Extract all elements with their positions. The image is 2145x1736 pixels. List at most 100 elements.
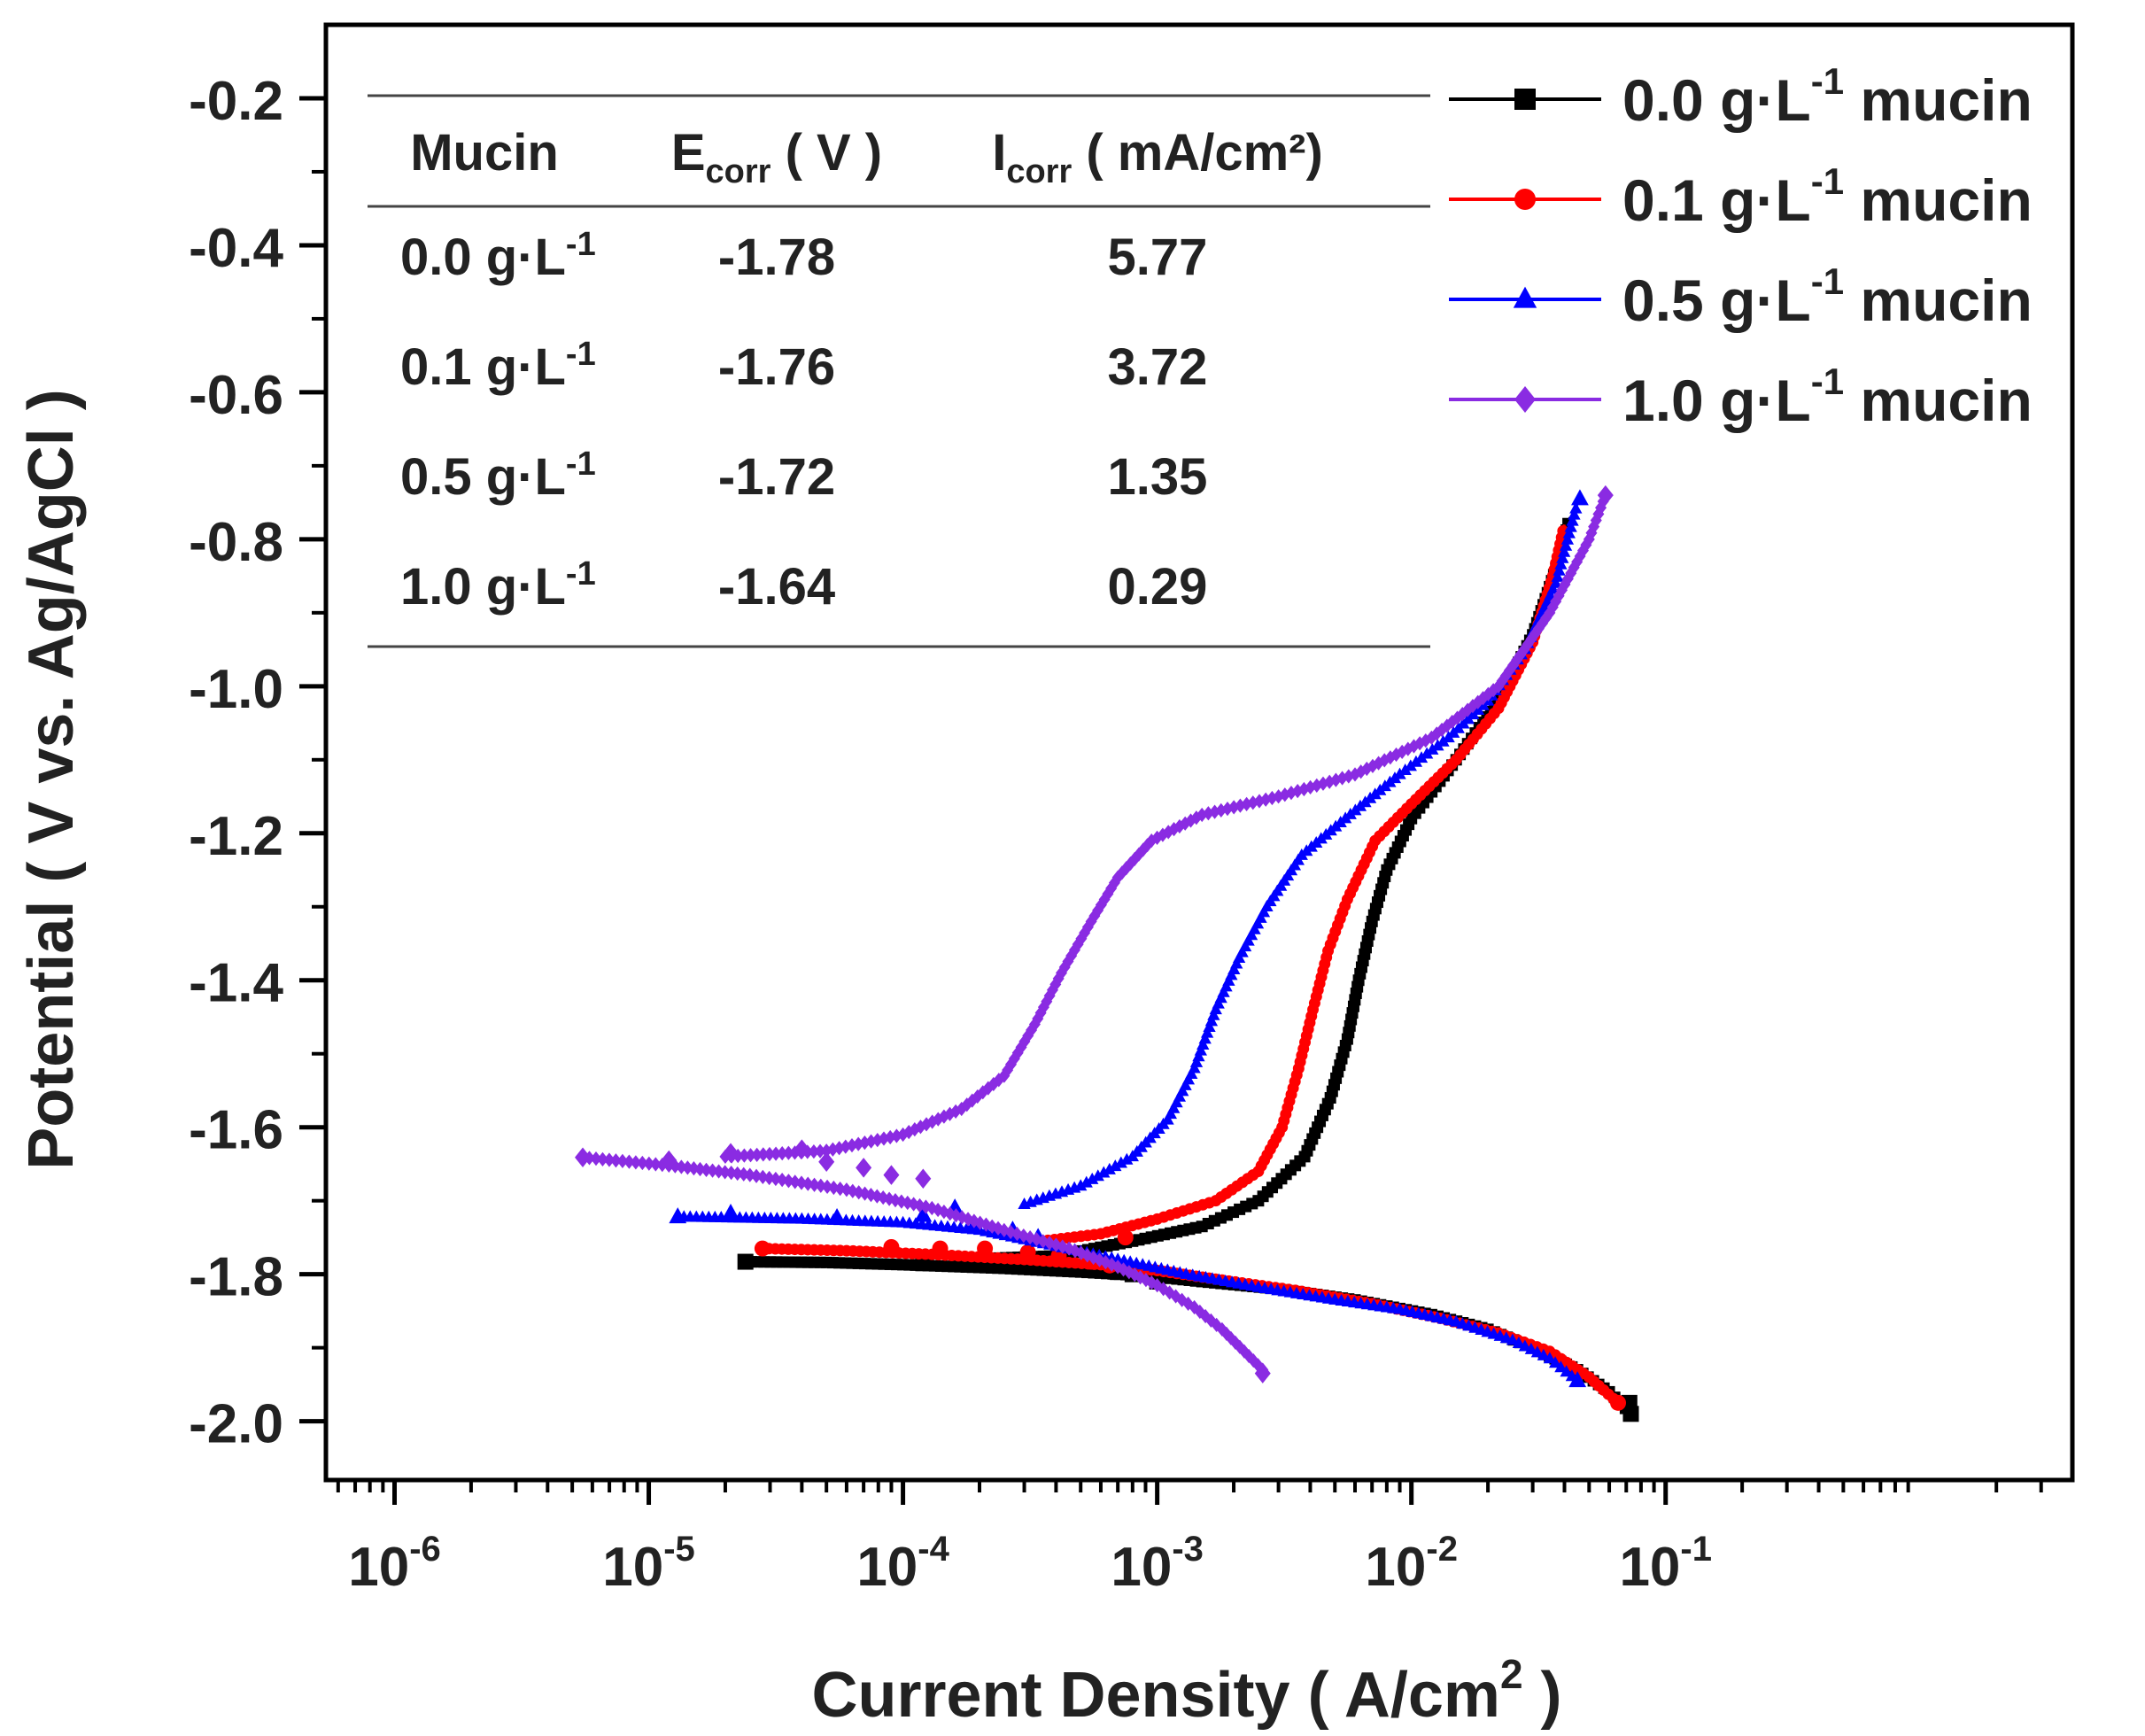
data-marker xyxy=(883,1238,900,1255)
anodic-branch-point xyxy=(1109,1159,1122,1172)
data-marker xyxy=(737,1253,754,1270)
axis-ticks: -0.2 -0.4 -0.6 -0.8 -1.0 -1.2 -1.4 -1.6 -1.8 -2.0… xyxy=(189,71,2043,1598)
anodic-branch-point xyxy=(1420,747,1434,759)
table-cell-icorr: 0.29 xyxy=(1108,558,1208,616)
anodic-branch-point xyxy=(1426,742,1439,755)
inset-table: Mucin Ecorr ( V ) Icorr ( mA/cm²) 0.0 g·L-1… xyxy=(368,94,1430,648)
cathodic-branch-point xyxy=(649,1157,662,1172)
anodic-branch-point xyxy=(1091,1169,1104,1182)
anodic-branch-point xyxy=(1086,1172,1099,1184)
cathodic-branch-point xyxy=(1543,1352,1557,1364)
anodic-branch-point xyxy=(1568,508,1581,520)
legend-marker xyxy=(1514,386,1536,413)
table-cell-icorr: 5.77 xyxy=(1108,229,1208,286)
anodic-branch-point xyxy=(1431,739,1444,751)
anodic-branch-point xyxy=(1544,588,1557,601)
y-tick-label: -1.2 xyxy=(189,806,283,867)
legend-label: 0.0 g·L-1 mucin xyxy=(1622,60,2033,133)
data-marker xyxy=(915,1168,932,1190)
table-cell-concentration: 0.5 g·L-1 xyxy=(400,446,596,506)
x-tick-label: 10-3 xyxy=(1111,1530,1204,1598)
legend-label: 0.1 g·L-1 mucin xyxy=(1622,160,2033,233)
cathodic-branch-point xyxy=(590,1151,602,1166)
cathodic-branch-point xyxy=(616,1153,629,1169)
anodic-branch-point xyxy=(1207,1008,1220,1020)
anodic-branch-point xyxy=(1546,582,1560,594)
anodic-branch-point xyxy=(1188,1061,1201,1073)
y-tick-label: -1.8 xyxy=(189,1247,283,1308)
data-marker xyxy=(575,1147,592,1167)
anodic-branch-point xyxy=(1203,1020,1216,1033)
table-header: Icorr ( mA/cm²) xyxy=(992,124,1323,190)
y-tick-label: -0.4 xyxy=(189,218,283,279)
data-marker xyxy=(723,1143,740,1163)
anodic-branch-point xyxy=(776,1146,788,1161)
anodic-branch-point xyxy=(1393,767,1406,779)
cathodic-branch-point xyxy=(1530,1345,1545,1358)
data-marker xyxy=(1571,489,1589,506)
cathodic-branch-point xyxy=(596,1151,608,1166)
cathodic-branch-point xyxy=(630,1155,642,1170)
anodic-branch-point xyxy=(1560,532,1575,545)
anodic-branch-point xyxy=(1414,751,1429,763)
cathodic-branch-point xyxy=(636,1155,648,1171)
table-cell-icorr: 1.35 xyxy=(1108,448,1208,506)
table-cell-ecorr: -1.64 xyxy=(718,558,835,616)
anodic-branch-point xyxy=(1120,1152,1134,1165)
anodic-branch-point xyxy=(1409,755,1423,767)
cathodic-branch-point xyxy=(1512,1336,1526,1348)
anodic-branch-point xyxy=(1551,570,1564,582)
plot-frame xyxy=(323,22,2075,1483)
data-series xyxy=(575,484,1639,1422)
anodic-branch-point xyxy=(1398,763,1412,775)
data-marker xyxy=(914,1205,933,1222)
table-cell-ecorr: -1.78 xyxy=(718,229,835,286)
table-cell-icorr: 3.72 xyxy=(1108,338,1208,396)
anodic-branch-point xyxy=(1564,520,1577,532)
cathodic-branch-point xyxy=(603,1152,616,1167)
anodic-branch-point xyxy=(1558,545,1571,557)
data-marker xyxy=(1254,1363,1271,1383)
x-tick-label: 10-2 xyxy=(1365,1530,1458,1598)
y-tick-label: -0.6 xyxy=(189,365,283,426)
data-marker xyxy=(1597,484,1614,506)
x-axis-label: Current Density ( A/cm2 ) xyxy=(811,1651,1561,1731)
legend: 0.0 g·L-1 mucin 0.1 g·L-1 mucin 0.5 g·L-1 … xyxy=(1449,60,2033,433)
table-header: Mucin xyxy=(410,124,559,182)
anodic-branch-point xyxy=(1556,551,1569,563)
data-marker xyxy=(754,1240,770,1257)
data-marker xyxy=(794,1139,810,1159)
anodic-branch-point xyxy=(814,1143,826,1159)
legend-label: 1.0 g·L-1 mucin xyxy=(1622,360,2033,433)
anodic-branch-point xyxy=(1404,759,1417,771)
y-tick-label: -1.0 xyxy=(189,659,283,720)
anodic-branch-point xyxy=(1114,1156,1127,1168)
x-tick-label: 10-6 xyxy=(348,1530,441,1598)
data-marker xyxy=(669,1207,687,1224)
anodic-branch-point xyxy=(1566,514,1579,526)
data-marker xyxy=(661,1150,678,1171)
data-marker xyxy=(1621,1394,1638,1411)
legend-marker xyxy=(1513,286,1537,308)
cathodic-branch-point xyxy=(1537,1348,1551,1360)
anodic-branch-point xyxy=(1097,1166,1111,1178)
anodic-branch-point xyxy=(1198,1032,1212,1044)
cathodic-branch-point xyxy=(643,1156,655,1171)
cathodic-branch-point xyxy=(609,1153,622,1168)
data-marker xyxy=(856,1158,872,1178)
legend-marker xyxy=(1514,189,1536,210)
anodic-branch-point xyxy=(1080,1175,1093,1188)
x-tick-label: 10-4 xyxy=(856,1530,949,1598)
anodic-branch-point xyxy=(745,1148,757,1163)
anodic-branch-point xyxy=(808,1143,820,1159)
x-tick-label: 10-5 xyxy=(602,1530,695,1598)
legend-label: 0.5 g·L-1 mucin xyxy=(1622,260,2033,333)
anodic-branch-point xyxy=(782,1145,794,1160)
anodic-branch-point xyxy=(1196,1037,1210,1050)
data-marker xyxy=(977,1240,994,1257)
anodic-branch-point xyxy=(1103,1162,1116,1174)
anodic-branch-point xyxy=(1204,1014,1219,1027)
anodic-branch-point xyxy=(770,1146,782,1161)
y-tick-label: -1.6 xyxy=(189,1100,283,1161)
